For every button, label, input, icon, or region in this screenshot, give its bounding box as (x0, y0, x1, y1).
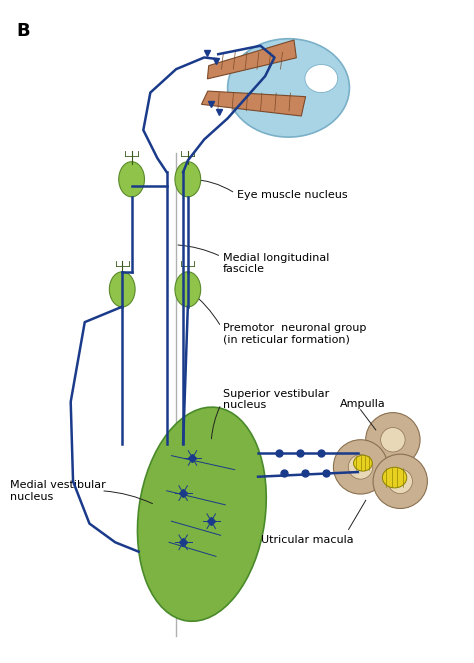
Circle shape (366, 412, 420, 467)
Circle shape (388, 469, 412, 493)
Ellipse shape (354, 455, 372, 471)
Circle shape (348, 455, 373, 479)
Polygon shape (208, 40, 296, 79)
Text: Eye muscle nucleus: Eye muscle nucleus (237, 190, 347, 200)
Ellipse shape (109, 272, 135, 307)
Circle shape (373, 454, 428, 509)
Text: Ampulla: Ampulla (340, 399, 386, 409)
Ellipse shape (228, 38, 349, 137)
Circle shape (381, 428, 405, 452)
Ellipse shape (118, 162, 145, 197)
Ellipse shape (305, 64, 337, 93)
Text: Superior vestibular
nucleus: Superior vestibular nucleus (223, 389, 329, 410)
Text: Premotor  neuronal group
(in reticular formation): Premotor neuronal group (in reticular fo… (223, 323, 366, 345)
Ellipse shape (175, 162, 201, 197)
Text: Medial vestibular
nucleus: Medial vestibular nucleus (10, 480, 106, 502)
Text: B: B (17, 23, 30, 40)
Ellipse shape (175, 272, 201, 307)
Circle shape (333, 440, 388, 494)
Ellipse shape (383, 467, 407, 488)
Polygon shape (201, 91, 306, 116)
Ellipse shape (137, 407, 266, 621)
Text: Medial longitudinal
fascicle: Medial longitudinal fascicle (223, 253, 329, 274)
Text: Utricular macula: Utricular macula (261, 535, 354, 545)
